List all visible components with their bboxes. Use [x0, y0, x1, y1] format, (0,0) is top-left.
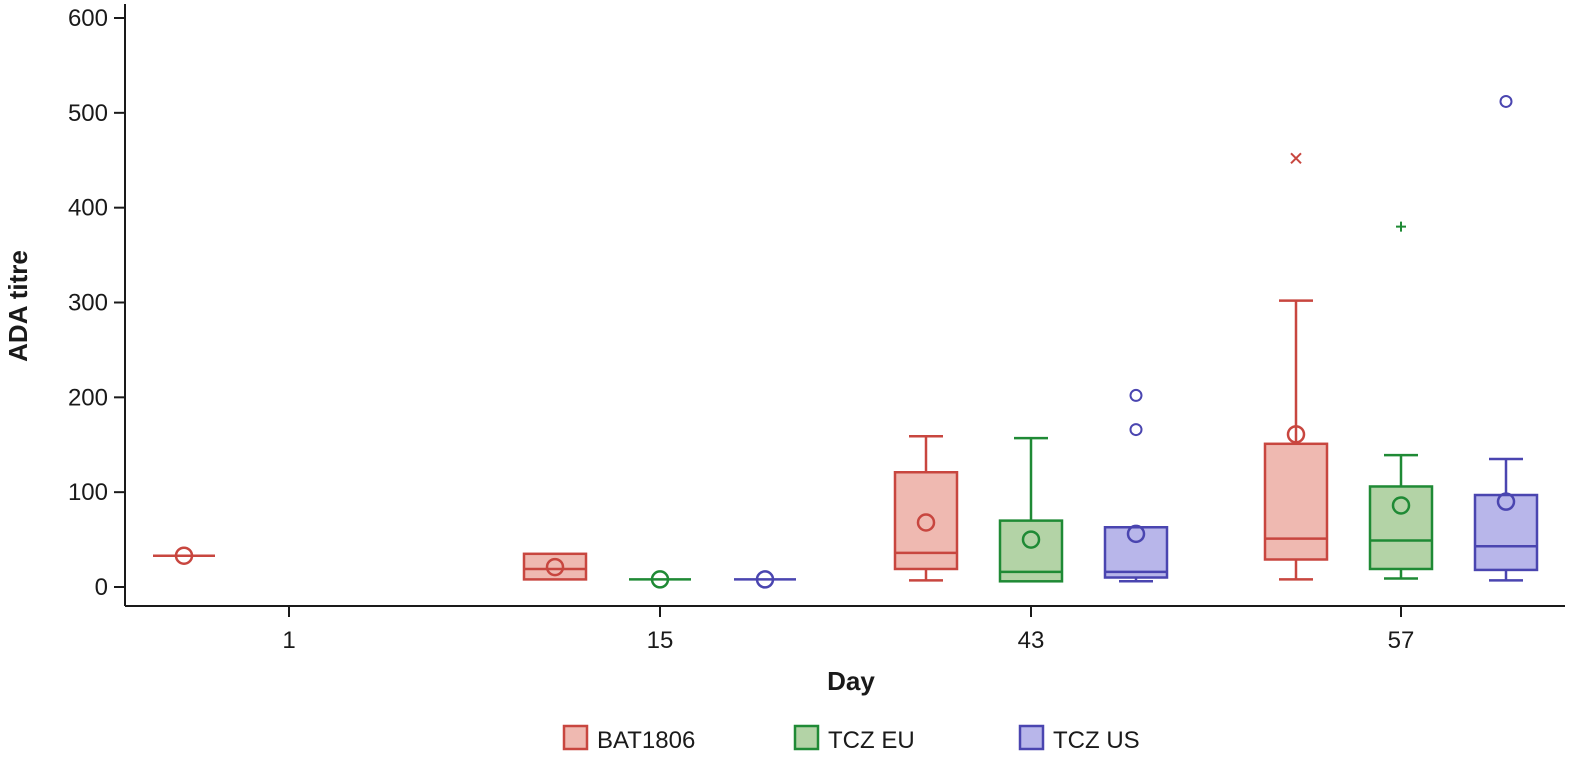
y-tick-label: 0: [95, 574, 108, 601]
box-tcz-us-day-15: [734, 570, 796, 589]
box-tcz-eu-day-43: [998, 436, 1064, 583]
mean-marker: [916, 513, 936, 532]
mean-marker: [1496, 492, 1516, 511]
mean-marker: [1126, 524, 1146, 544]
mean-marker: [755, 570, 775, 589]
y-tick-label: 300: [68, 290, 108, 317]
legend-swatch: [793, 724, 820, 751]
box-iqr: [893, 471, 959, 571]
y-axis-title: ADA titre: [3, 250, 33, 362]
y-axis-ticks: 0 100 200 300 400 500 600: [68, 5, 125, 601]
mean-marker: [174, 546, 194, 565]
legend-swatch: [562, 724, 589, 751]
y-tick-label: 600: [68, 5, 108, 32]
box-tcz-us-day-43: [1103, 388, 1169, 583]
y-tick-label: 200: [68, 384, 108, 411]
outlier-circle-marker: [1499, 94, 1513, 108]
x-tick-label: 57: [1388, 627, 1415, 654]
outlier-x-marker: [1290, 152, 1302, 165]
box-plot-boxes: [153, 94, 1539, 589]
x-tick-label: 1: [282, 627, 295, 654]
y-tick-label: 400: [68, 195, 108, 222]
box-bat1806-day-1: [153, 546, 215, 565]
box-bat1806-day-57: [1263, 152, 1329, 581]
outlier-circle-marker: [1129, 423, 1143, 437]
outlier-circle-marker: [1129, 388, 1143, 402]
legend-swatch: [1018, 724, 1045, 751]
y-tick-label: 100: [68, 479, 108, 506]
box-tcz-eu-day-15: [629, 570, 691, 589]
box-iqr: [1368, 485, 1434, 571]
box-bat1806-day-43: [893, 434, 959, 582]
mean-marker: [545, 557, 565, 577]
box-iqr: [1473, 493, 1539, 572]
x-tick-label: 15: [647, 627, 674, 654]
outlier-plus-marker: [1396, 221, 1406, 232]
legend-label: TCZ EU: [828, 727, 915, 754]
mean-marker: [1286, 425, 1306, 444]
box-iqr: [1103, 526, 1169, 579]
legend: BAT1806 TCZ EU TCZ US: [562, 724, 1140, 754]
box-iqr: [1263, 442, 1329, 561]
legend-item-tcz-us: TCZ US: [1018, 724, 1140, 754]
x-tick-label: 43: [1018, 627, 1045, 654]
x-axis-ticks: 1 15 43 57: [282, 606, 1414, 654]
box-bat1806-day-15: [522, 552, 588, 581]
legend-label: BAT1806: [597, 727, 695, 754]
box-tcz-us-day-57: [1473, 94, 1539, 582]
axes: [124, 4, 1565, 607]
legend-label: TCZ US: [1053, 727, 1140, 754]
legend-item-bat1806: BAT1806: [562, 724, 695, 754]
x-axis-title: Day: [827, 666, 875, 696]
legend-item-tcz-eu: TCZ EU: [793, 724, 915, 754]
y-tick-label: 500: [68, 100, 108, 127]
box-tcz-eu-day-57: [1368, 221, 1434, 580]
mean-marker: [1021, 530, 1041, 549]
mean-marker: [650, 570, 670, 589]
mean-marker: [1391, 496, 1411, 515]
